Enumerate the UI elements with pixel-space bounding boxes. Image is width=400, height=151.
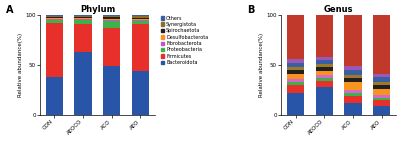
- Bar: [344, 82, 362, 90]
- Bar: [132, 21, 149, 24]
- Bar: [46, 15, 63, 16]
- Bar: [46, 19, 63, 20]
- Bar: [344, 15, 362, 66]
- Bar: [344, 75, 362, 78]
- Bar: [132, 15, 149, 16]
- Bar: [103, 19, 120, 20]
- Bar: [316, 71, 333, 75]
- Bar: [74, 15, 92, 16]
- Bar: [132, 16, 149, 18]
- Bar: [46, 77, 63, 115]
- Bar: [46, 20, 63, 23]
- Bar: [287, 85, 304, 93]
- Bar: [373, 82, 390, 85]
- Bar: [316, 67, 333, 71]
- Bar: [287, 15, 304, 59]
- Bar: [103, 21, 120, 28]
- Bar: [316, 64, 333, 67]
- Bar: [103, 20, 120, 21]
- Bar: [316, 78, 333, 81]
- Bar: [287, 82, 304, 85]
- Bar: [287, 63, 304, 67]
- Bar: [344, 66, 362, 70]
- Bar: [46, 17, 63, 18]
- Bar: [344, 93, 362, 96]
- Bar: [344, 90, 362, 93]
- Bar: [103, 28, 120, 66]
- Bar: [373, 15, 390, 74]
- Bar: [132, 20, 149, 21]
- Bar: [46, 23, 63, 77]
- Bar: [287, 59, 304, 63]
- Bar: [373, 95, 390, 98]
- Bar: [74, 16, 92, 17]
- Bar: [316, 57, 333, 60]
- Bar: [316, 81, 333, 87]
- Bar: [373, 106, 390, 115]
- Bar: [287, 67, 304, 70]
- Bar: [287, 74, 304, 79]
- Bar: [46, 18, 63, 19]
- Bar: [287, 70, 304, 74]
- Bar: [373, 89, 390, 95]
- Bar: [103, 15, 120, 16]
- Bar: [74, 18, 92, 19]
- Bar: [74, 20, 92, 24]
- Bar: [344, 78, 362, 82]
- Bar: [344, 96, 362, 103]
- Title: Genus: Genus: [324, 5, 353, 14]
- Bar: [373, 100, 390, 106]
- Bar: [316, 87, 333, 115]
- Bar: [74, 52, 92, 115]
- Bar: [373, 85, 390, 89]
- Bar: [74, 24, 92, 52]
- Y-axis label: Relative abundance(%): Relative abundance(%): [259, 33, 264, 97]
- Bar: [103, 17, 120, 19]
- Bar: [316, 60, 333, 64]
- Bar: [103, 66, 120, 115]
- Bar: [287, 93, 304, 115]
- Text: B: B: [247, 5, 254, 15]
- Bar: [373, 98, 390, 100]
- Title: Phylum: Phylum: [80, 5, 115, 14]
- Legend: Others, Synergistota, Spirochaetota, Desulfobacterota, Fibrobacterota, Proteobac: Others, Synergistota, Spirochaetota, Des…: [161, 16, 208, 65]
- Bar: [132, 24, 149, 71]
- Text: A: A: [6, 5, 13, 15]
- Bar: [46, 16, 63, 17]
- Bar: [74, 17, 92, 18]
- Y-axis label: Relative abundance(%): Relative abundance(%): [18, 33, 22, 97]
- Bar: [344, 103, 362, 115]
- Bar: [132, 18, 149, 19]
- Bar: [103, 16, 120, 17]
- Bar: [287, 79, 304, 82]
- Bar: [344, 70, 362, 75]
- Bar: [132, 19, 149, 20]
- Bar: [132, 71, 149, 115]
- Bar: [373, 77, 390, 82]
- Bar: [316, 75, 333, 78]
- Bar: [373, 74, 390, 77]
- Bar: [316, 15, 333, 57]
- Bar: [74, 19, 92, 20]
